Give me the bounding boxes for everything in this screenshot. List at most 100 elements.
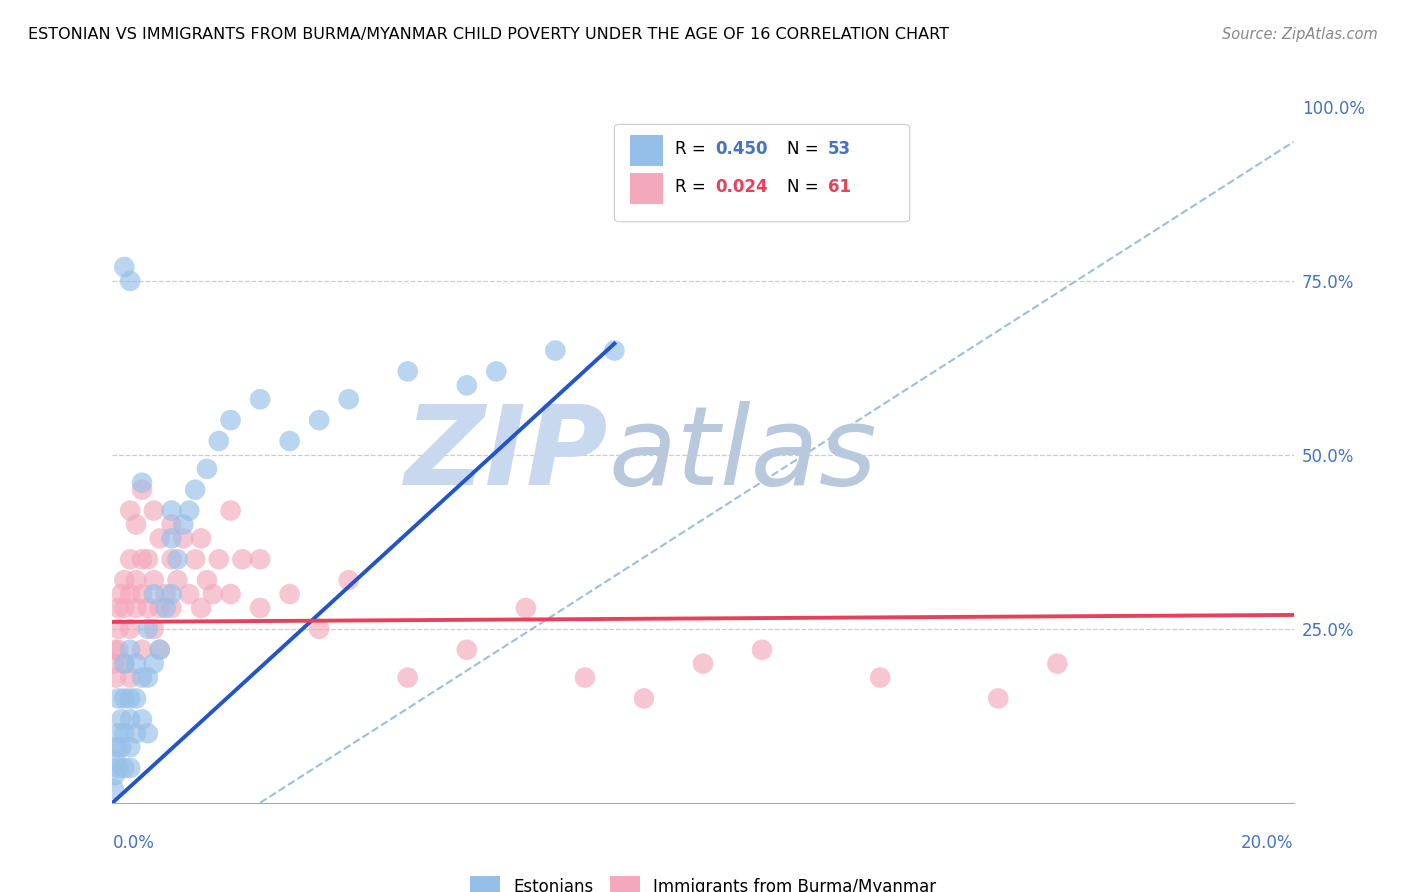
- Point: [107, 622, 129, 636]
- Point: [160, 587, 183, 601]
- Point: [112, 573, 135, 587]
- Point: [105, 671, 128, 685]
- Point: [136, 601, 159, 615]
- Point: [155, 587, 177, 601]
- Point: [136, 622, 159, 636]
- Point: [120, 761, 142, 775]
- Text: N =: N =: [787, 178, 824, 196]
- Point: [120, 740, 142, 755]
- Point: [155, 601, 177, 615]
- Point: [112, 761, 135, 775]
- Point: [485, 364, 508, 378]
- Point: [131, 712, 153, 726]
- Point: [112, 260, 135, 274]
- Point: [120, 712, 142, 726]
- FancyBboxPatch shape: [614, 124, 910, 222]
- Point: [633, 135, 655, 149]
- Point: [515, 601, 537, 615]
- Point: [103, 781, 125, 796]
- Point: [103, 657, 125, 671]
- Point: [160, 503, 183, 517]
- Point: [131, 671, 153, 685]
- Point: [160, 552, 183, 566]
- Point: [120, 503, 142, 517]
- Point: [208, 434, 231, 448]
- Point: [337, 392, 360, 407]
- Point: [337, 573, 360, 587]
- Point: [231, 552, 253, 566]
- Point: [396, 364, 419, 378]
- Point: [120, 274, 142, 288]
- Text: 0.450: 0.450: [714, 140, 768, 158]
- Point: [195, 462, 218, 476]
- Point: [142, 657, 165, 671]
- Point: [249, 601, 271, 615]
- Text: 53: 53: [828, 140, 851, 158]
- Point: [160, 601, 183, 615]
- Point: [1046, 657, 1069, 671]
- Text: N =: N =: [787, 140, 824, 158]
- Point: [107, 761, 129, 775]
- Point: [149, 642, 172, 657]
- Point: [166, 573, 188, 587]
- Point: [308, 413, 330, 427]
- Point: [456, 378, 478, 392]
- Point: [219, 503, 242, 517]
- Text: 0.0%: 0.0%: [112, 834, 155, 852]
- Point: [869, 671, 891, 685]
- Point: [195, 573, 218, 587]
- Point: [603, 343, 626, 358]
- Point: [208, 552, 231, 566]
- Point: [142, 573, 165, 587]
- Point: [112, 726, 135, 740]
- Point: [987, 691, 1010, 706]
- Point: [131, 552, 153, 566]
- Point: [136, 726, 159, 740]
- Point: [172, 532, 194, 546]
- Point: [142, 587, 165, 601]
- Point: [110, 587, 132, 601]
- Point: [633, 691, 655, 706]
- Point: [166, 552, 188, 566]
- Point: [107, 726, 129, 740]
- Point: [219, 413, 242, 427]
- Point: [149, 642, 172, 657]
- Text: R =: R =: [675, 178, 710, 196]
- Point: [131, 483, 153, 497]
- Point: [179, 587, 201, 601]
- Point: [249, 392, 271, 407]
- Point: [136, 552, 159, 566]
- Point: [120, 552, 142, 566]
- Point: [149, 601, 172, 615]
- Point: [110, 712, 132, 726]
- Point: [125, 601, 148, 615]
- Text: ESTONIAN VS IMMIGRANTS FROM BURMA/MYANMAR CHILD POVERTY UNDER THE AGE OF 16 CORR: ESTONIAN VS IMMIGRANTS FROM BURMA/MYANMA…: [28, 27, 949, 42]
- Text: 20.0%: 20.0%: [1241, 834, 1294, 852]
- Text: atlas: atlas: [609, 401, 877, 508]
- Point: [396, 671, 419, 685]
- Point: [179, 503, 201, 517]
- Point: [219, 587, 242, 601]
- Point: [172, 517, 194, 532]
- Point: [278, 587, 301, 601]
- Point: [104, 768, 127, 782]
- Point: [142, 622, 165, 636]
- Text: R =: R =: [675, 140, 710, 158]
- Point: [456, 642, 478, 657]
- Text: Source: ZipAtlas.com: Source: ZipAtlas.com: [1222, 27, 1378, 42]
- Point: [112, 657, 135, 671]
- Point: [120, 671, 142, 685]
- Text: 61: 61: [828, 178, 851, 196]
- Point: [112, 691, 135, 706]
- Bar: [630, 173, 662, 204]
- Point: [120, 587, 142, 601]
- Point: [120, 691, 142, 706]
- Point: [125, 726, 148, 740]
- Legend: Estonians, Immigrants from Burma/Myanmar: Estonians, Immigrants from Burma/Myanmar: [463, 870, 943, 892]
- Point: [574, 671, 596, 685]
- Text: 0.024: 0.024: [714, 178, 768, 196]
- Point: [131, 642, 153, 657]
- Point: [692, 657, 714, 671]
- Point: [184, 552, 207, 566]
- Text: ZIP: ZIP: [405, 401, 609, 508]
